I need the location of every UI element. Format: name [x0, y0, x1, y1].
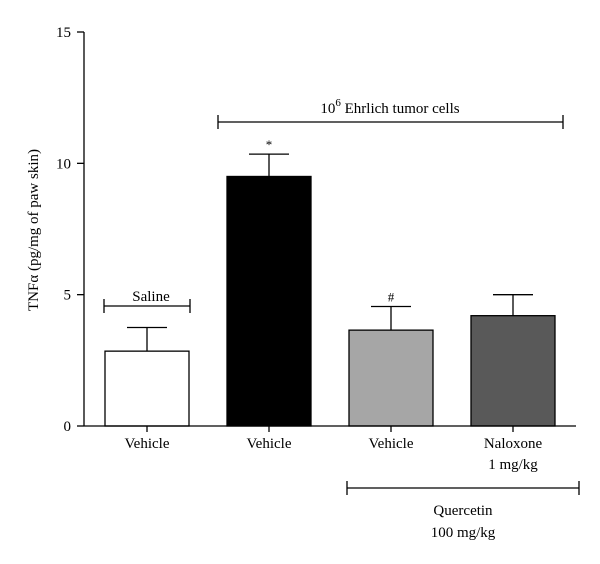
x-tick-label: Naloxone — [484, 436, 543, 452]
ehrlich-label: 106 Ehrlich tumor cells — [320, 97, 459, 117]
saline-bracket-line — [103, 299, 191, 313]
significance-mark: # — [388, 289, 395, 304]
quercetin-dose-label: 100 mg/kg — [431, 525, 496, 541]
quercetin-bracket-line — [346, 481, 580, 495]
quercetin-label: Quercetin — [433, 503, 493, 519]
y-tick-label: 0 — [64, 419, 72, 435]
y-tick-label: 10 — [56, 156, 71, 172]
y-axis-label: TNFα (pg/mg of paw skin) — [26, 149, 42, 311]
x-tick-label: Vehicle — [369, 436, 414, 452]
x-tick-label: Vehicle — [125, 436, 170, 452]
bar — [470, 315, 556, 427]
y-tick-label: 5 — [64, 288, 72, 304]
x-tick-label: 1 mg/kg — [488, 457, 538, 473]
bars: *# — [104, 137, 556, 427]
saline-bracket: Saline — [103, 289, 191, 313]
y-tick-label: 15 — [56, 25, 71, 41]
bar — [226, 175, 312, 427]
quercetin-bracket: Quercetin 100 mg/kg — [346, 481, 580, 541]
y-axis: 0 5 10 15 — [56, 25, 85, 435]
x-axis: Vehicle Vehicle Vehicle Naloxone 1 mg/kg — [84, 425, 576, 473]
ehrlich-bracket-line — [217, 115, 564, 129]
significance-mark: * — [266, 137, 273, 152]
x-tick-label: Vehicle — [247, 436, 292, 452]
ehrlich-bracket: 106 Ehrlich tumor cells — [217, 97, 564, 129]
ehrlich-label-suffix: Ehrlich tumor cells — [341, 101, 460, 117]
ehrlich-label-prefix: 10 — [320, 101, 335, 117]
saline-label: Saline — [132, 289, 170, 305]
bar — [104, 350, 190, 427]
bar — [348, 329, 434, 427]
ehrlich-label-superscript: 6 — [335, 97, 341, 109]
